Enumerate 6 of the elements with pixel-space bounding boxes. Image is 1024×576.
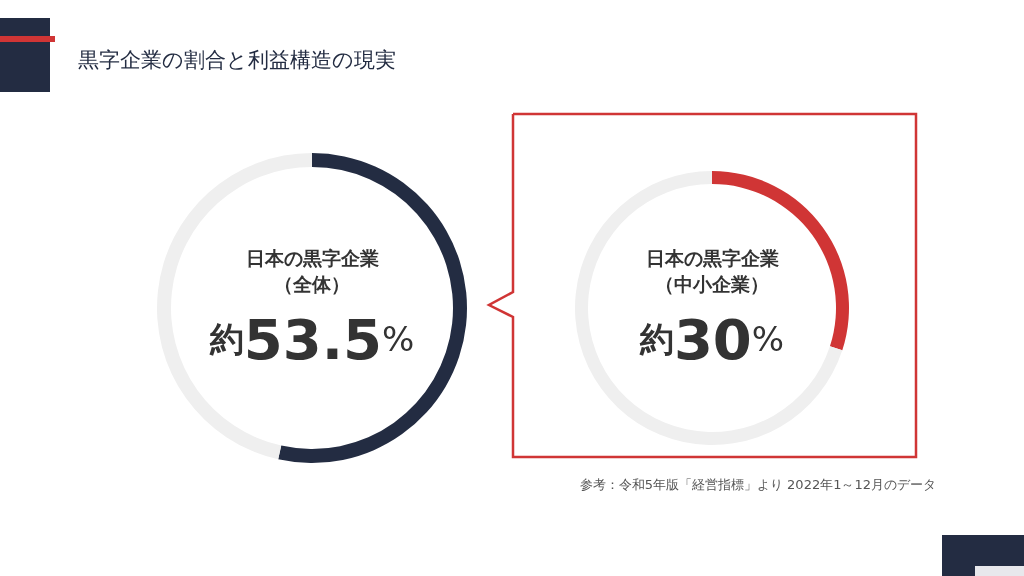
text: 参考：令和5年版「経営指標」より 2022年1～12月のデータ bbox=[579, 476, 936, 494]
slice-label: 日本の黒字企業（中小企業） bbox=[645, 247, 779, 295]
slice-label: 日本の黒字企業（全体） bbox=[245, 247, 379, 295]
chart-title: 黒字企業の割合と利益構造の現実 bbox=[78, 47, 396, 74]
data-label: 約30% bbox=[638, 306, 785, 372]
data-label: 約53.5% bbox=[208, 306, 415, 372]
